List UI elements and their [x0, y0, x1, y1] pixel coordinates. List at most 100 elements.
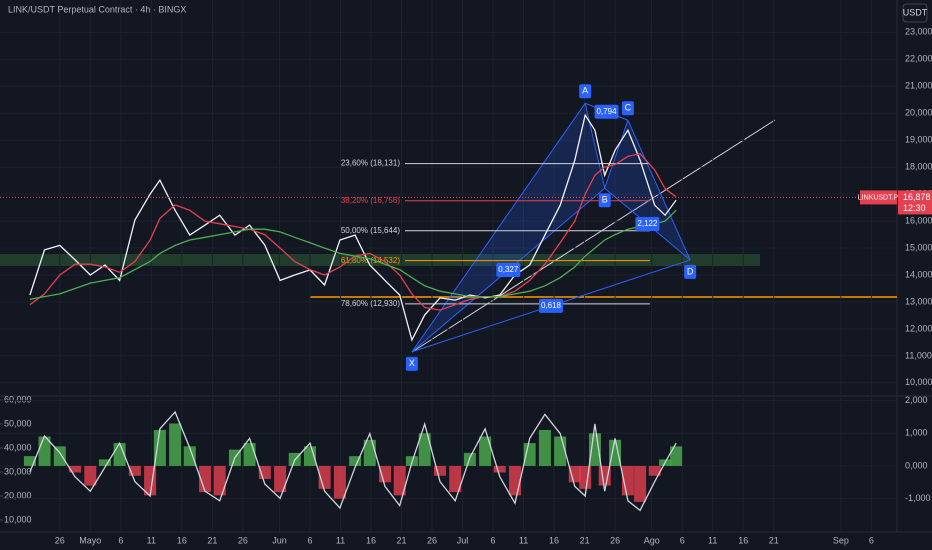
osc-bar	[634, 465, 647, 502]
osc-bar	[568, 465, 581, 483]
osc-bar	[479, 436, 492, 466]
osc-bar	[213, 465, 226, 496]
point-box	[684, 264, 697, 279]
pattern-fill	[604, 120, 691, 260]
y-tick-label: -1,000	[905, 493, 931, 503]
y-tick-label: 16,000	[905, 215, 932, 225]
y-tick-label: 10,000	[4, 514, 32, 524]
x-tick-label: 26	[427, 535, 437, 545]
currency-label: USDT	[903, 7, 928, 17]
osc-bar	[433, 465, 446, 476]
trend-line	[411, 119, 776, 353]
osc-bar	[84, 465, 97, 486]
x-tick-label: 11	[519, 535, 528, 545]
x-tick-label: 6	[118, 535, 123, 545]
x-tick-label: Ago	[644, 535, 660, 545]
series-line	[29, 410, 677, 512]
osc-bar	[523, 443, 536, 466]
x-tick-label: 26	[55, 535, 65, 545]
y-tick-label: 2,000	[905, 395, 928, 405]
series-line	[29, 113, 677, 342]
x-tick-label: 21	[580, 535, 590, 545]
osc-bar	[449, 465, 462, 493]
x-tick-label: 26	[238, 535, 248, 545]
y-tick-label: 1,000	[905, 428, 928, 438]
y-tick-label: 11,000	[905, 350, 932, 360]
chart-title: LINK/USDT Perpetual Contract · 4h · BING…	[8, 4, 186, 14]
fib-label: 78,60% (12,930)	[341, 299, 400, 308]
y-tick-label: 15,000	[905, 242, 932, 252]
x-tick-label: 21	[769, 535, 779, 545]
y-tick-label: 60,000	[4, 394, 32, 404]
osc-bar	[609, 439, 622, 466]
osc-bar	[493, 465, 506, 473]
y-tick-label: 50,000	[4, 418, 32, 428]
pattern-leg	[604, 120, 629, 189]
symbol-tag	[860, 190, 897, 205]
x-tick-label: Jul	[457, 535, 469, 545]
osc-bar	[23, 456, 36, 466]
x-tick-label: Sep	[833, 535, 849, 545]
point-label: B	[602, 195, 608, 205]
osc-bar	[554, 436, 567, 466]
point-box	[621, 101, 634, 116]
x-tick-label: 11	[708, 535, 717, 545]
x-tick-label: 16	[177, 535, 187, 545]
y-tick-label: 10,000	[905, 377, 932, 387]
x-tick-label: Jun	[272, 535, 287, 545]
point-box	[598, 193, 611, 208]
ratio-box	[594, 104, 619, 119]
osc-bar	[69, 465, 82, 473]
y-tick-label: 30,000	[4, 466, 32, 476]
y-tick-label: 19,000	[905, 135, 932, 145]
zone	[0, 254, 760, 266]
point-label: C	[625, 103, 632, 113]
point-label: A	[582, 86, 588, 96]
osc-bar	[333, 465, 346, 499]
y-tick-label: 12,000	[905, 323, 932, 333]
pattern-leg	[627, 120, 691, 261]
point-box	[579, 84, 592, 99]
y-tick-label: 14,000	[905, 269, 932, 279]
pattern-fill	[411, 103, 605, 352]
point-box	[405, 356, 418, 371]
y-tick-label: 40,000	[4, 442, 32, 452]
osc-bar	[418, 433, 431, 466]
ratio-label: 0,327	[498, 265, 519, 274]
y-tick-label: 23,000	[905, 27, 932, 37]
fib-label: 23,60% (18,131)	[341, 159, 400, 168]
osc-bar	[538, 430, 551, 466]
y-tick-label: 20,000	[4, 490, 32, 500]
x-tick-label: 6	[869, 535, 874, 545]
y-tick-label: 20,000	[905, 108, 932, 118]
ratio-box	[635, 217, 660, 232]
x-tick-label: 21	[397, 535, 407, 545]
ratio-label: 2,122	[637, 219, 658, 228]
osc-bar	[670, 446, 683, 466]
y-tick-label: 22,000	[905, 54, 932, 64]
ratio-box	[496, 263, 521, 278]
ratio-box	[539, 298, 564, 313]
x-tick-label: 16	[366, 535, 376, 545]
osc-bar	[183, 446, 196, 466]
x-tick-label: 6	[680, 535, 685, 545]
x-tick-label: 6	[307, 535, 312, 545]
fib-label: 61,80% (14,532)	[341, 256, 400, 265]
y-tick-label: 18,000	[905, 162, 932, 172]
series-line	[29, 152, 677, 311]
x-tick-label: 16	[549, 535, 559, 545]
osc-bar	[169, 423, 182, 466]
price-tag	[898, 190, 932, 215]
ratio-label: 0,618	[541, 301, 562, 310]
osc-bar	[274, 465, 287, 493]
x-tick-label: 21	[207, 535, 217, 545]
currency-button[interactable]	[902, 3, 928, 23]
osc-bar	[349, 456, 362, 466]
point-label: D	[687, 266, 694, 276]
fib-label: 50,00% (15,644)	[341, 226, 400, 235]
pattern-leg	[584, 103, 606, 189]
x-tick-label: 6	[491, 535, 496, 545]
fib-label: 38,20% (16,756)	[341, 196, 400, 205]
x-tick-label: 16	[738, 535, 748, 545]
osc-bar	[53, 446, 66, 466]
